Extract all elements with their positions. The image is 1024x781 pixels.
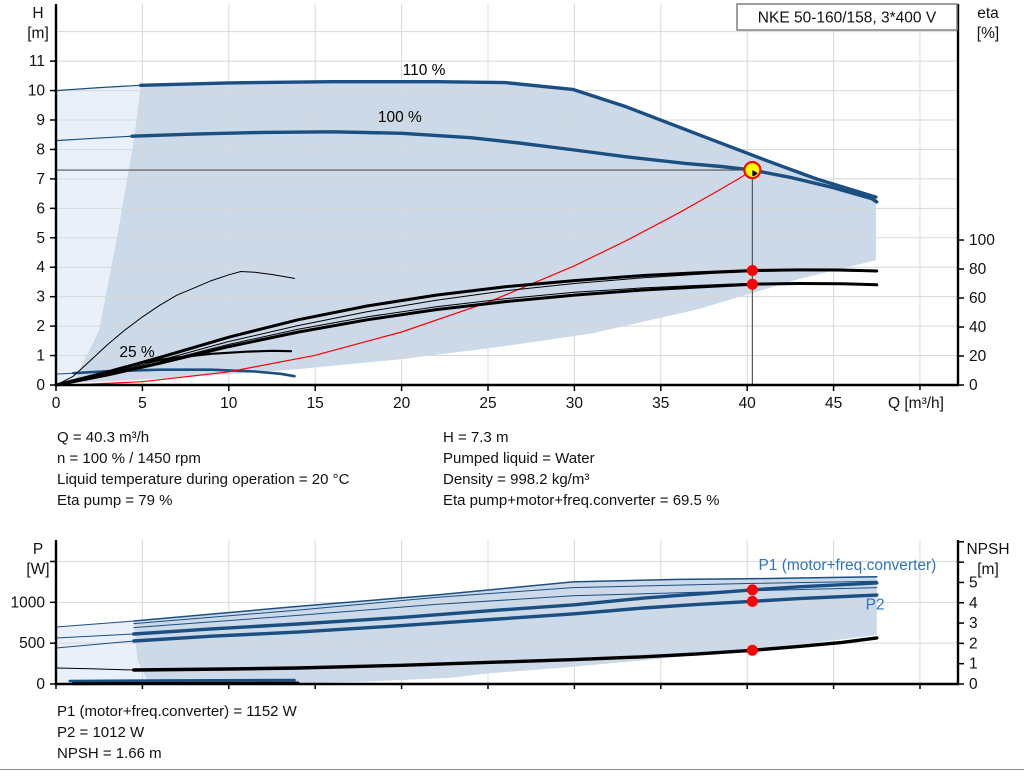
envelope-light	[56, 85, 141, 384]
x-tick-label: 30	[566, 395, 584, 412]
speed-110	[138, 79, 878, 199]
right-tick-label: 60	[969, 290, 987, 307]
curve-label: 25 %	[119, 344, 155, 361]
right-axis-title: NPSH	[966, 541, 1009, 558]
right-tick-label: 2	[969, 635, 978, 652]
duty-info-right: H = 7.3 m Pumped liquid = Water Density …	[443, 427, 719, 511]
operating-dot	[746, 595, 758, 607]
info-line-eta-total: Eta pump+motor+freq.converter = 69.5 %	[443, 492, 720, 509]
envelope-dark	[73, 81, 876, 383]
eta-pump	[54, 268, 879, 387]
x-tick-label: 10	[220, 395, 238, 412]
left-tick-label: 0	[36, 676, 45, 693]
x-tick-label: 40	[739, 395, 757, 412]
info-line-q: Q = 40.3 m³/h	[57, 429, 150, 446]
info-line-n: n = 100 % / 1450 rpm	[57, 450, 201, 467]
duty-info-left: Q = 40.3 m³/h n = 100 % / 1450 rpm Liqui…	[57, 427, 349, 511]
left-tick-label: 0	[36, 377, 45, 394]
chart-title-box	[736, 3, 958, 31]
envelope-light	[56, 621, 200, 684]
npsh-ext	[55, 667, 135, 671]
left-tick-label: 7	[36, 171, 45, 188]
footer-divider	[0, 769, 1024, 770]
speed-25-ext	[55, 372, 74, 375]
duty-point-wedge	[752, 170, 758, 177]
right-tick-label: 4	[969, 595, 978, 612]
operating-dot	[746, 644, 758, 656]
left-axis-title: H	[32, 5, 43, 22]
p2-100-ext	[55, 640, 135, 649]
info-line-p2: P2 = 1012 W	[57, 724, 145, 741]
left-tick-label: 6	[36, 200, 45, 217]
left-axis-title: [W]	[26, 561, 49, 578]
left-tick-label: 1	[36, 348, 45, 365]
left-tick-label: 1000	[11, 594, 46, 611]
info-line-liquid: Pumped liquid = Water	[443, 450, 595, 467]
right-tick-label: 40	[969, 319, 987, 336]
eta-total	[54, 282, 879, 387]
right-tick-label: 3	[969, 615, 978, 632]
left-tick-label: 500	[19, 635, 45, 652]
curve-label: 110 %	[403, 62, 446, 79]
x-tick-label: 0	[52, 395, 61, 412]
right-tick-label: 1	[969, 656, 978, 673]
p1-110-ext	[55, 620, 135, 628]
operating-dot	[746, 264, 758, 276]
info-line-eta-pump: Eta pump = 79 %	[57, 492, 173, 509]
left-axis-title: [m]	[27, 25, 49, 42]
curve-label: P2	[866, 596, 885, 613]
x-tick-label: 45	[825, 395, 842, 412]
x-tick-label: 35	[652, 395, 669, 412]
p1-100-ext	[55, 633, 135, 639]
x-tick-label: 15	[307, 395, 324, 412]
chart-title: NKE 50-160/158, 3*400 V	[758, 10, 937, 27]
left-tick-label: 8	[36, 141, 45, 158]
x-tick-label: 20	[393, 395, 411, 412]
right-tick-label: 5	[969, 574, 978, 591]
curve-label: 100 %	[378, 109, 422, 126]
operating-dot	[746, 278, 758, 290]
right-tick-label: 0	[969, 676, 978, 693]
left-tick-label: 9	[36, 112, 45, 129]
p-low-25	[68, 678, 296, 683]
p1-110-boundary	[133, 576, 878, 622]
right-axis-title: [m]	[977, 561, 999, 578]
power-info: P1 (motor+freq.converter) = 1152 W P2 = …	[57, 701, 297, 764]
info-line-density: Density = 998.2 kg/m³	[443, 471, 590, 488]
p-thin-a	[133, 580, 878, 625]
right-tick-label: 20	[969, 348, 987, 365]
eta-25-curve	[55, 271, 295, 386]
x-tick-label: 5	[138, 395, 147, 412]
p2-100	[132, 593, 879, 643]
speed-110-ext	[55, 84, 142, 92]
operating-dot	[746, 584, 758, 596]
left-tick-label: 11	[29, 53, 45, 70]
left-tick-label: 4	[36, 259, 45, 276]
speed-100	[130, 130, 879, 204]
left-tick-label: 3	[36, 289, 45, 306]
right-axis-title: [%]	[977, 25, 999, 42]
left-tick-label: 10	[28, 83, 46, 100]
info-line-h: H = 7.3 m	[443, 429, 509, 446]
npsh-100	[132, 636, 879, 672]
p1-100	[132, 581, 879, 636]
right-axis-title: eta	[977, 5, 999, 22]
info-line-p1: P1 (motor+freq.converter) = 1152 W	[57, 703, 297, 720]
speed-100-ext	[55, 135, 133, 142]
right-tick-label: 100	[969, 232, 995, 249]
x-axis-title: Q [m³/h]	[888, 395, 944, 412]
info-line-temp: Liquid temperature during operation = 20…	[57, 471, 350, 488]
x-tick-label: 25	[479, 395, 496, 412]
left-tick-label: 2	[36, 318, 45, 335]
left-axis-title: P	[33, 541, 43, 558]
right-tick-label: 80	[969, 261, 987, 278]
right-tick-label: 0	[969, 377, 978, 394]
curve-label: P1 (motor+freq.converter)	[758, 557, 936, 574]
left-tick-label: 5	[36, 230, 45, 247]
info-line-npsh: NPSH = 1.66 m	[57, 745, 162, 762]
